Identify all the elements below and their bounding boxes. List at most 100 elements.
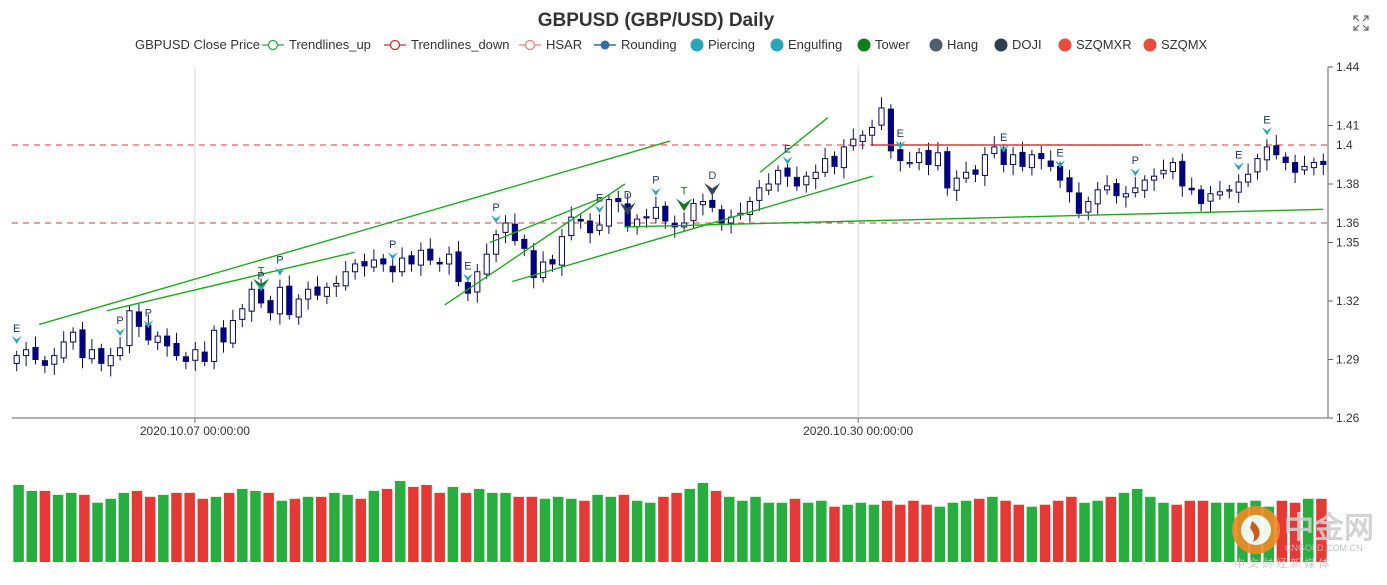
- candle-body: [887, 108, 894, 152]
- volume-bar: [816, 500, 827, 562]
- legend-item: SZQMX: [1143, 37, 1208, 52]
- candle-body: [295, 298, 302, 318]
- grid-lines: [194, 67, 859, 418]
- candlestick: [370, 249, 377, 272]
- candle-body: [493, 234, 500, 255]
- candlestick: [305, 281, 312, 310]
- candle-body: [370, 259, 377, 268]
- pattern-marker: E: [594, 192, 605, 214]
- candlestick: [568, 206, 575, 241]
- candlestick: [812, 164, 819, 190]
- candlestick: [323, 282, 330, 305]
- y-tick-label: 1.35: [1336, 236, 1360, 250]
- y-tick-label: 1.26: [1336, 411, 1360, 425]
- candlestick: [643, 208, 650, 228]
- candle-body: [361, 261, 368, 267]
- marker-pin-icon: [143, 320, 154, 329]
- candlestick: [211, 325, 218, 370]
- volume-bar: [79, 494, 90, 562]
- candle-body: [587, 220, 594, 234]
- pattern-marker: E: [1055, 147, 1066, 169]
- marker-pin-icon: [256, 283, 267, 292]
- volume-bar: [105, 498, 116, 562]
- candlestick: [859, 130, 866, 150]
- candlestick: [953, 170, 960, 201]
- candle-body: [267, 300, 274, 314]
- candle-body: [323, 286, 330, 297]
- candlestick: [192, 341, 199, 372]
- marker-label: E: [897, 128, 904, 140]
- volume-bar: [263, 492, 274, 562]
- candle-body: [558, 236, 565, 266]
- volume-bar: [1092, 500, 1103, 562]
- legend-item: Rounding: [594, 37, 677, 52]
- watermark-brand: 中金网: [1284, 511, 1374, 546]
- pattern-marker: T: [676, 186, 693, 212]
- candlestick: [878, 97, 885, 130]
- marker-label: P: [116, 315, 123, 327]
- volume-bars: [13, 481, 1327, 562]
- marker-pin-icon: [619, 202, 636, 216]
- candle-body: [878, 107, 885, 126]
- volume-bar: [65, 492, 77, 562]
- candle-body: [1254, 158, 1261, 173]
- pattern-marker: E: [1261, 114, 1272, 136]
- marker-label: P: [492, 202, 499, 214]
- candlestick: [493, 229, 500, 262]
- volume-bar: [908, 500, 919, 562]
- candle-body: [211, 329, 218, 362]
- candlestick: [605, 194, 612, 234]
- expand-arrows-icon[interactable]: [1353, 15, 1369, 31]
- legend-label: Trendlines_up: [289, 37, 371, 52]
- candle-body: [446, 253, 453, 265]
- pattern-marker: P: [143, 307, 154, 329]
- volume-bar: [276, 500, 288, 562]
- candle-body: [1057, 165, 1064, 181]
- candle-body: [117, 347, 124, 357]
- candle-body: [1104, 185, 1111, 191]
- volume-bar: [315, 496, 327, 562]
- candlestick: [1132, 177, 1139, 198]
- volume-bar: [973, 498, 985, 562]
- legend-item: GBPUSD Close Price: [135, 37, 260, 52]
- volume-bar: [829, 506, 840, 562]
- pattern-marker: D: [704, 170, 721, 196]
- x-tick-label: 2020.10.07 00:00:00: [140, 424, 250, 438]
- volume-bar: [842, 504, 853, 562]
- candle-body: [258, 288, 265, 304]
- volume-bar: [355, 498, 367, 562]
- candle-body: [944, 151, 951, 189]
- candlestick: [1019, 141, 1026, 172]
- candlestick: [972, 165, 979, 183]
- watermark: 中金网 CNGOLD.COM.CN 中 文 财 经 新 媒 体: [1232, 506, 1374, 570]
- volume-bar: [158, 494, 169, 562]
- volume-bar: [1171, 504, 1182, 562]
- volume-bar: [539, 498, 551, 562]
- volume-bar: [394, 481, 406, 562]
- pattern-marker: E: [11, 323, 22, 344]
- candle-body: [1094, 189, 1101, 205]
- candle-body: [1066, 177, 1073, 193]
- pattern-marker: T: [253, 265, 270, 292]
- volume-bar: [39, 490, 51, 562]
- candle-body: [408, 255, 415, 265]
- marker-label: P: [1132, 155, 1139, 167]
- candle-body: [521, 238, 528, 249]
- candle-body: [699, 201, 706, 206]
- y-tick-label: 1.32: [1336, 294, 1360, 308]
- candle-body: [1263, 146, 1270, 161]
- legend-dot-icon: [690, 38, 704, 52]
- marker-label: E: [1000, 132, 1007, 144]
- volume-bar: [329, 492, 340, 562]
- marker-pin-icon: [1233, 162, 1244, 171]
- marker-label: P: [652, 175, 659, 187]
- candle-body: [154, 335, 161, 343]
- candle-body: [1028, 154, 1035, 169]
- candlestick: [530, 242, 537, 289]
- volume-bar: [671, 492, 682, 562]
- candlestick: [41, 355, 48, 374]
- candlestick: [540, 251, 547, 283]
- candle-body: [652, 206, 659, 219]
- candlestick: [652, 196, 659, 224]
